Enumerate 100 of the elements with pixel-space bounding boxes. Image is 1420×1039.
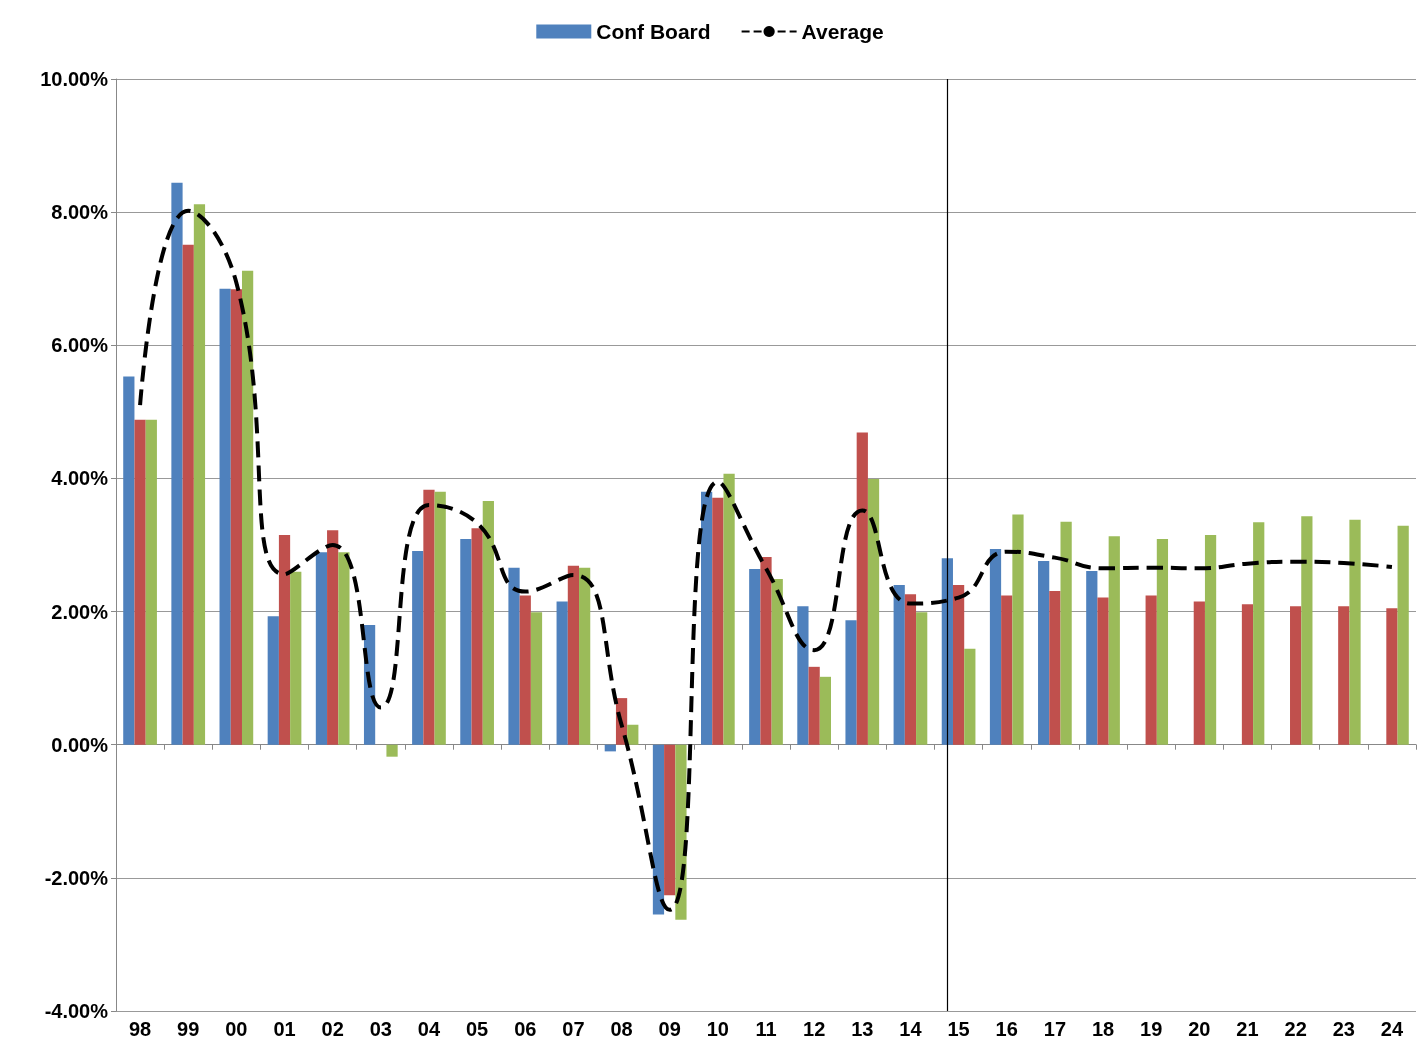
x-tick-label: 00: [225, 1018, 248, 1039]
bar: [1086, 570, 1098, 745]
bar: [1301, 516, 1313, 745]
bar: [723, 473, 735, 745]
bar: [1290, 606, 1302, 745]
x-tick-label: 15: [947, 1018, 970, 1039]
bar: [1349, 519, 1361, 745]
bar: [1397, 525, 1409, 745]
bar: [1145, 595, 1157, 745]
x-tick-label: 22: [1284, 1018, 1307, 1039]
x-tick-label: 23: [1332, 1018, 1355, 1039]
x-tick-label: 14: [899, 1018, 923, 1039]
x-tick-label: 16: [995, 1018, 1018, 1039]
bar: [530, 612, 543, 745]
bar: [327, 530, 339, 745]
bar: [556, 601, 568, 745]
bar: [1097, 597, 1109, 745]
bar: [1001, 595, 1013, 745]
bar: [134, 419, 146, 745]
bar: [267, 616, 279, 745]
bar: [434, 491, 446, 745]
bar: [1204, 535, 1217, 745]
bar: [1386, 608, 1398, 745]
y-tick-label: -4.00%: [44, 1000, 109, 1022]
x-tick-label: 10: [706, 1018, 729, 1039]
x-tick-label: 18: [1091, 1018, 1115, 1039]
bar: [508, 567, 520, 745]
bar: [460, 539, 472, 745]
x-tick-label: 13: [851, 1018, 874, 1039]
bar: [567, 565, 580, 745]
bar: [1193, 601, 1205, 745]
bar: [916, 612, 928, 745]
y-tick-label: 10.00%: [40, 68, 109, 90]
x-tick-label: 98: [128, 1018, 152, 1039]
bar: [290, 571, 302, 745]
x-tick-label: 02: [321, 1018, 344, 1039]
x-tick-label: 19: [1140, 1018, 1163, 1039]
bar: [219, 288, 231, 745]
bar: [519, 595, 531, 745]
bar: [797, 606, 809, 745]
bar: [712, 497, 724, 745]
bar: [230, 289, 242, 745]
x-tick-label: 04: [417, 1018, 441, 1039]
bar: [315, 552, 328, 745]
bar: [989, 548, 1002, 745]
bar: [1156, 539, 1169, 745]
bar: [193, 204, 206, 745]
x-tick-label: 21: [1236, 1018, 1259, 1039]
x-tick-label: 09: [658, 1018, 681, 1039]
bar: [1338, 606, 1350, 745]
bar: [1253, 522, 1265, 745]
x-tick-label: 03: [369, 1018, 392, 1039]
bar: [627, 724, 639, 745]
x-tick-label: 24: [1380, 1018, 1404, 1039]
bar: [771, 578, 783, 745]
bar: [338, 552, 350, 745]
bar: [482, 501, 494, 745]
x-tick-label: 01: [273, 1018, 296, 1039]
bar: [1049, 590, 1061, 745]
bar: [1012, 514, 1024, 745]
x-tick-label: 06: [514, 1018, 537, 1039]
y-tick-label: 0.00%: [51, 733, 109, 756]
bar: [386, 744, 398, 757]
bar: [760, 556, 772, 745]
bar: [1108, 536, 1120, 745]
bar: [664, 744, 676, 896]
bar: [952, 584, 965, 745]
bar: [412, 550, 424, 745]
bar: [171, 182, 183, 745]
bar: [893, 584, 905, 745]
y-tick-label: 6.00%: [51, 334, 109, 357]
bar: [1060, 521, 1072, 745]
x-tick-label: 12: [803, 1018, 826, 1039]
y-tick-label: 2.00%: [51, 600, 109, 623]
bar: [145, 419, 157, 745]
bar: [808, 666, 820, 745]
bar: [845, 620, 857, 745]
bar: [964, 648, 976, 745]
bar: [867, 479, 880, 745]
x-tick-label: 20: [1188, 1018, 1211, 1039]
x-tick-label: 11: [755, 1018, 777, 1039]
bar: [241, 270, 254, 745]
bar: [423, 489, 435, 745]
x-tick-label: 05: [465, 1018, 489, 1039]
y-tick-label: -2.00%: [44, 866, 109, 889]
bar: [904, 594, 917, 745]
bar: [749, 568, 761, 745]
bar: [579, 567, 591, 745]
x-tick-label: 08: [610, 1018, 633, 1039]
legend-label: Conf Board: [596, 20, 711, 43]
bar: [819, 676, 831, 745]
bar: [471, 528, 483, 745]
y-tick-label: 8.00%: [51, 201, 109, 224]
y-tick-label: 4.00%: [51, 467, 109, 490]
bar: [1038, 560, 1050, 745]
bar: [182, 244, 194, 745]
x-tick-label: 07: [562, 1018, 585, 1039]
bar: [856, 432, 868, 745]
legend-label: Average: [801, 20, 884, 43]
bar: [278, 535, 291, 745]
